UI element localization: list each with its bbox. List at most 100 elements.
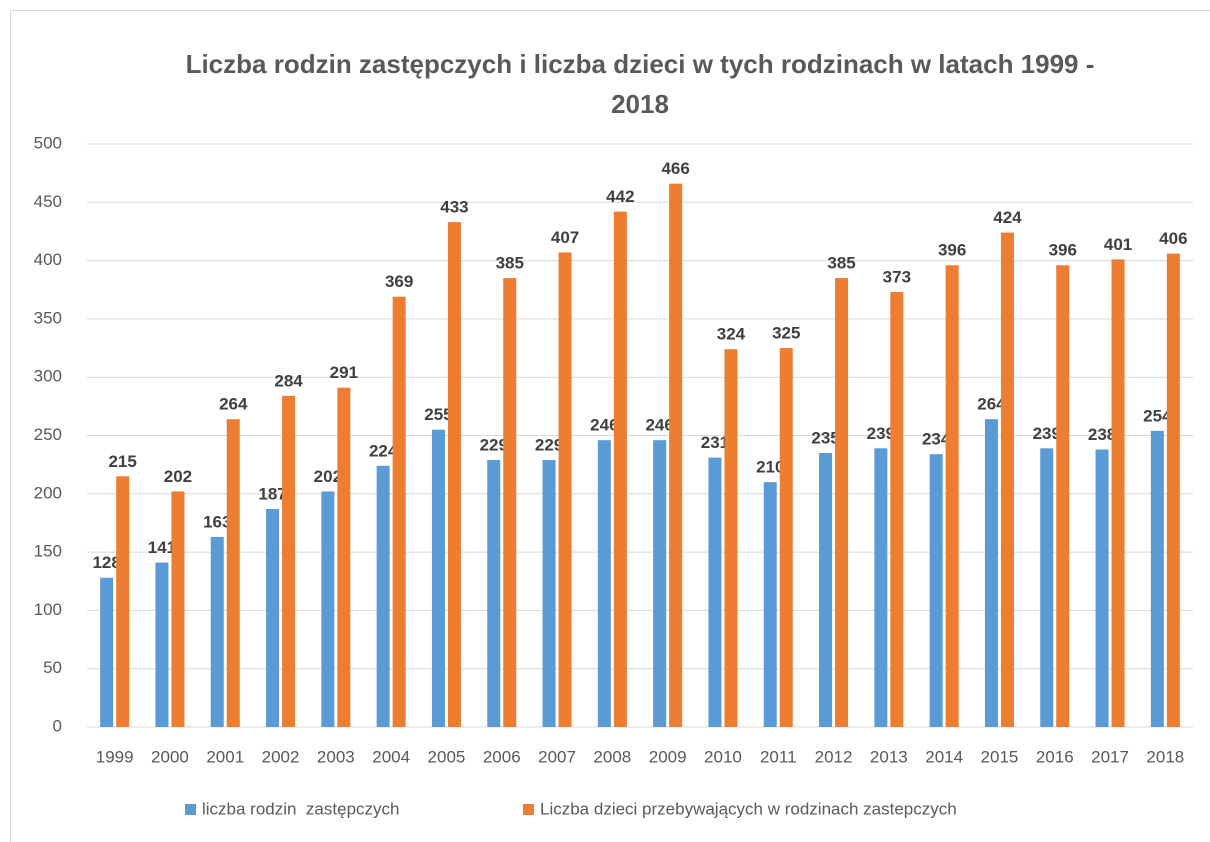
- data-label: 284: [274, 371, 303, 390]
- data-label: 254: [1143, 406, 1172, 425]
- data-label: 224: [369, 441, 398, 460]
- data-label: 141: [148, 538, 176, 557]
- bar: [431, 429, 445, 727]
- data-label: 255: [424, 405, 452, 424]
- bar: [1111, 259, 1125, 727]
- bar: [945, 265, 959, 727]
- data-label: 234: [922, 430, 951, 449]
- data-label: 229: [480, 435, 508, 454]
- bar: [1000, 232, 1014, 727]
- x-tick-label: 1999: [96, 747, 134, 766]
- bar: [1056, 265, 1070, 727]
- data-label: 163: [203, 512, 231, 531]
- bar: [503, 278, 517, 727]
- bar: [171, 491, 185, 727]
- bar: [542, 459, 556, 727]
- chart-border: [10, 10, 1210, 842]
- y-tick-label: 500: [34, 133, 62, 152]
- x-tick-label: 2005: [428, 747, 466, 766]
- bar: [779, 348, 793, 727]
- x-tick-label: 2011: [760, 747, 797, 766]
- bar: [763, 482, 777, 727]
- data-label: 202: [164, 467, 192, 486]
- x-tick-label: 2008: [593, 747, 631, 766]
- x-tick-label: 2014: [925, 747, 963, 766]
- data-label: 215: [108, 452, 136, 471]
- bar: [929, 454, 943, 727]
- bar: [724, 349, 738, 727]
- data-label: 407: [551, 228, 579, 247]
- bar: [1095, 449, 1109, 727]
- bar: [1150, 430, 1164, 727]
- x-tick-label: 2018: [1146, 747, 1184, 766]
- x-tick-label: 2002: [262, 747, 300, 766]
- bar: [984, 419, 998, 727]
- bar: [321, 491, 335, 727]
- x-tick-label: 2012: [815, 747, 853, 766]
- data-label: 238: [1088, 425, 1116, 444]
- bar: [282, 395, 296, 727]
- x-tick-label: 2009: [649, 747, 687, 766]
- x-tick-label: 2015: [981, 747, 1019, 766]
- legend-label: Liczba dzieci przebywających w rodzinach…: [540, 799, 957, 818]
- data-label: 187: [258, 484, 286, 503]
- data-label: 424: [993, 208, 1022, 227]
- y-tick-label: 50: [43, 658, 62, 677]
- chart-title: Liczba rodzin zastępczych i liczba dziec…: [185, 49, 1095, 119]
- data-label: 401: [1104, 235, 1132, 254]
- bar: [819, 452, 833, 727]
- legend-swatch: [185, 804, 196, 815]
- bar: [116, 476, 130, 727]
- bar: [226, 419, 240, 727]
- bar: [669, 183, 683, 728]
- data-label: 239: [867, 424, 895, 443]
- bar: [487, 459, 501, 727]
- y-tick-label: 450: [34, 192, 62, 211]
- bar: [653, 440, 667, 727]
- data-label: 235: [811, 428, 839, 447]
- data-label: 291: [330, 363, 358, 382]
- x-tick-label: 2007: [538, 747, 576, 766]
- x-tick-label: 2001: [206, 747, 244, 766]
- y-tick-label: 400: [34, 250, 62, 269]
- data-label: 239: [1033, 424, 1061, 443]
- bar: [376, 465, 390, 727]
- data-label: 264: [219, 395, 248, 414]
- bar: [890, 292, 904, 727]
- data-label: 396: [1049, 241, 1077, 260]
- bar: [558, 252, 572, 728]
- bar: [874, 448, 888, 727]
- bar: [447, 222, 461, 727]
- bar: [708, 457, 722, 727]
- bar: [210, 536, 224, 727]
- bar: [266, 508, 280, 727]
- bar: [835, 278, 849, 727]
- y-tick-label: 0: [53, 716, 62, 735]
- data-label: 433: [440, 198, 468, 217]
- x-tick-label: 2016: [1036, 747, 1074, 766]
- data-label: 466: [661, 159, 689, 178]
- data-label: 369: [385, 272, 413, 291]
- data-label: 246: [590, 416, 618, 435]
- x-tick-label: 2006: [483, 747, 521, 766]
- data-label: 373: [883, 268, 911, 287]
- x-tick-label: 2013: [870, 747, 908, 766]
- bar: [1166, 253, 1180, 727]
- data-label: 246: [645, 416, 673, 435]
- data-label: 229: [535, 435, 563, 454]
- bar: [392, 296, 406, 727]
- data-label: 128: [92, 553, 120, 572]
- data-label: 324: [717, 325, 746, 344]
- data-label: 406: [1159, 229, 1187, 248]
- bar: [613, 211, 627, 728]
- x-tick-label: 2017: [1091, 747, 1129, 766]
- y-tick-label: 350: [34, 308, 62, 327]
- x-tick-label: 2000: [151, 747, 189, 766]
- data-label: 264: [977, 395, 1006, 414]
- data-label: 385: [496, 254, 524, 273]
- bar: [155, 562, 169, 727]
- data-label: 325: [772, 324, 800, 343]
- y-tick-label: 150: [34, 542, 62, 561]
